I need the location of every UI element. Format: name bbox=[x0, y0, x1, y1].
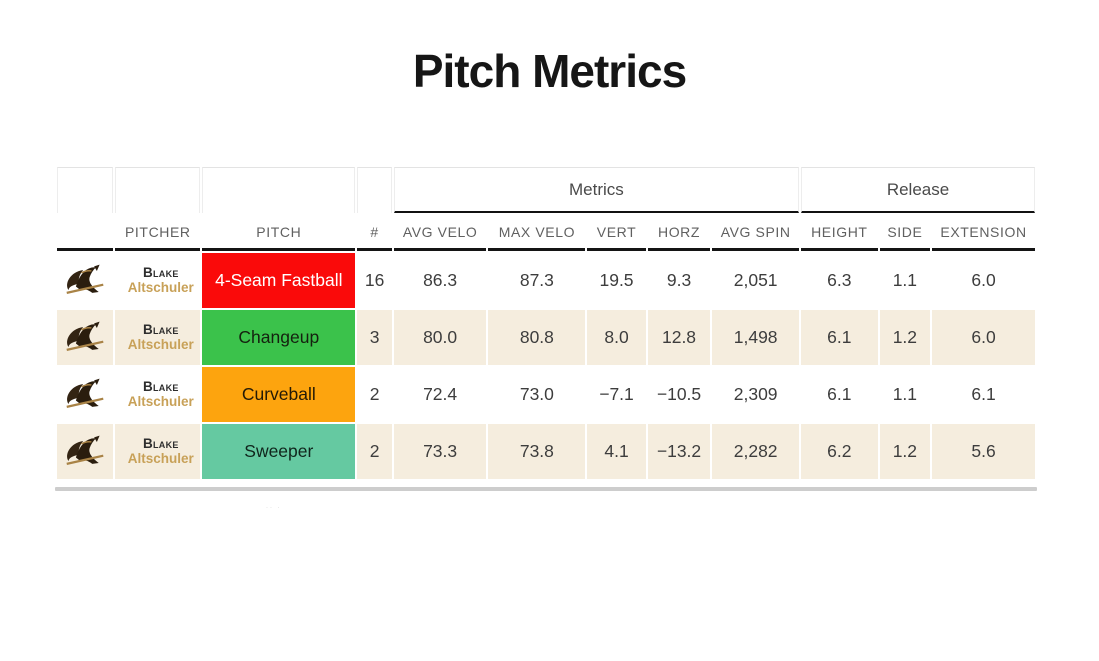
team-logo-cell bbox=[57, 424, 114, 479]
stat-max-velo: 80.8 bbox=[488, 310, 586, 365]
pitcher-last-name: Altschuler bbox=[127, 337, 194, 352]
team-mascot-logo bbox=[66, 435, 104, 465]
column-header-row: PITCHER PITCH # AVG VELO MAX VELO VERT H… bbox=[57, 215, 1035, 251]
group-spacer bbox=[202, 167, 356, 213]
stat-vert: 8.0 bbox=[587, 310, 646, 365]
stat-extension: 6.1 bbox=[971, 384, 996, 404]
pitcher-cell: Blake Altschuler bbox=[115, 424, 201, 479]
stat-vert: −7.1 bbox=[599, 384, 634, 404]
column-header-logo bbox=[57, 215, 114, 251]
pitcher-first-name: Blake bbox=[142, 379, 179, 394]
stat-avg-velo: 86.3 bbox=[423, 270, 458, 290]
stat-extension: 6.0 bbox=[971, 270, 996, 290]
team-mascot-logo bbox=[66, 378, 104, 408]
group-spacer bbox=[115, 167, 201, 213]
stat-max-velo: 87.3 bbox=[519, 270, 554, 290]
stat-count: 3 bbox=[357, 310, 392, 365]
column-header-vert: VERT bbox=[587, 215, 646, 251]
team-mascot-logo bbox=[66, 321, 104, 351]
column-header-height: HEIGHT bbox=[801, 215, 878, 251]
stat-side: 1.2 bbox=[879, 424, 931, 479]
column-header-max-velo: MAX VELO bbox=[488, 215, 586, 251]
stat-horz: 12.8 bbox=[647, 310, 711, 365]
stat-count: 2 bbox=[357, 424, 392, 479]
pitch-type-cell[interactable]: 4-Seam Fastball bbox=[202, 253, 356, 308]
stat-count: 16 bbox=[364, 270, 385, 290]
stat-horz: −10.5 bbox=[656, 384, 702, 404]
stat-height: 6.1 bbox=[827, 384, 852, 404]
stat-max-velo: 73.0 bbox=[519, 384, 554, 404]
column-header-horz: HORZ bbox=[647, 215, 711, 251]
group-header-row: Metrics Release bbox=[57, 167, 1035, 213]
table-row: Blake Altschuler 4-Seam Fastball 16 86.3… bbox=[57, 253, 1035, 308]
table-row: Blake Altschuler Curveball 2 72.4 73.0 −… bbox=[57, 367, 1035, 422]
pitcher-cell: Blake Altschuler bbox=[115, 253, 200, 308]
group-spacer bbox=[57, 167, 114, 213]
pitcher-first-name: Blake bbox=[142, 322, 179, 337]
pitch-type-cell[interactable]: Curveball bbox=[202, 367, 356, 422]
stat-height: 6.2 bbox=[801, 424, 878, 479]
pitcher-last-name: Altschuler bbox=[127, 394, 194, 409]
stat-avg-velo: 73.3 bbox=[393, 424, 487, 479]
stat-avg-spin: 2,051 bbox=[733, 270, 778, 290]
pitcher-cell: Blake Altschuler bbox=[115, 367, 200, 422]
group-header-metrics: Metrics bbox=[393, 167, 800, 213]
pitch-metrics-table: Metrics Release PITCHER PITCH # AVG VELO… bbox=[55, 165, 1037, 481]
stat-height: 6.3 bbox=[827, 270, 852, 290]
pitcher-cell: Blake Altschuler bbox=[115, 310, 201, 365]
stat-avg-spin: 2,309 bbox=[733, 384, 778, 404]
stat-horz: 9.3 bbox=[666, 270, 692, 290]
pitcher-first-name: Blake bbox=[142, 265, 179, 280]
column-header-side: SIDE bbox=[879, 215, 931, 251]
team-logo-cell bbox=[57, 310, 114, 365]
group-header-release: Release bbox=[801, 167, 1035, 213]
pitcher-last-name: Altschuler bbox=[127, 451, 194, 466]
team-mascot-logo bbox=[66, 264, 104, 294]
stat-side: 1.1 bbox=[892, 270, 918, 290]
stat-avg-velo: 80.0 bbox=[393, 310, 487, 365]
pitch-type-cell[interactable]: Sweeper bbox=[202, 424, 356, 479]
stat-vert: 4.1 bbox=[587, 424, 646, 479]
stat-avg-velo: 72.4 bbox=[423, 384, 458, 404]
column-header-count: # bbox=[357, 215, 392, 251]
stat-max-velo: 73.8 bbox=[488, 424, 586, 479]
column-header-pitch: PITCH bbox=[202, 215, 356, 251]
table-row: Blake Altschuler Changeup 3 80.0 80.8 8.… bbox=[57, 310, 1035, 365]
team-logo-cell bbox=[57, 253, 113, 308]
stat-extension: 6.0 bbox=[932, 310, 1035, 365]
pitcher-last-name: Altschuler bbox=[127, 280, 194, 295]
stat-extension: 5.6 bbox=[932, 424, 1035, 479]
column-header-extension: EXTENSION bbox=[932, 215, 1035, 251]
column-header-pitcher: PITCHER bbox=[115, 215, 201, 251]
stat-side: 1.1 bbox=[892, 384, 918, 404]
pitcher-first-name: Blake bbox=[142, 436, 179, 451]
column-header-avg-spin: AVG SPIN bbox=[712, 215, 800, 251]
pitch-metrics-table-container: Metrics Release PITCHER PITCH # AVG VELO… bbox=[55, 165, 1037, 481]
pitch-type-cell[interactable]: Changeup bbox=[202, 310, 356, 365]
stat-avg-spin: 2,282 bbox=[712, 424, 800, 479]
column-header-avg-velo: AVG VELO bbox=[393, 215, 487, 251]
page-title: Pitch Metrics bbox=[412, 45, 687, 97]
group-spacer bbox=[357, 167, 392, 213]
team-logo-cell bbox=[57, 367, 113, 422]
stat-height: 6.1 bbox=[801, 310, 878, 365]
faint-watermark: ·· · bbox=[266, 505, 282, 511]
stat-vert: 19.5 bbox=[599, 270, 634, 290]
table-bottom-scrollbar[interactable] bbox=[55, 487, 1037, 491]
table-row: Blake Altschuler Sweeper 2 73.3 73.8 4.1… bbox=[57, 424, 1035, 479]
stat-avg-spin: 1,498 bbox=[712, 310, 800, 365]
stat-horz: −13.2 bbox=[647, 424, 711, 479]
stat-count: 2 bbox=[369, 384, 380, 404]
stat-side: 1.2 bbox=[879, 310, 931, 365]
